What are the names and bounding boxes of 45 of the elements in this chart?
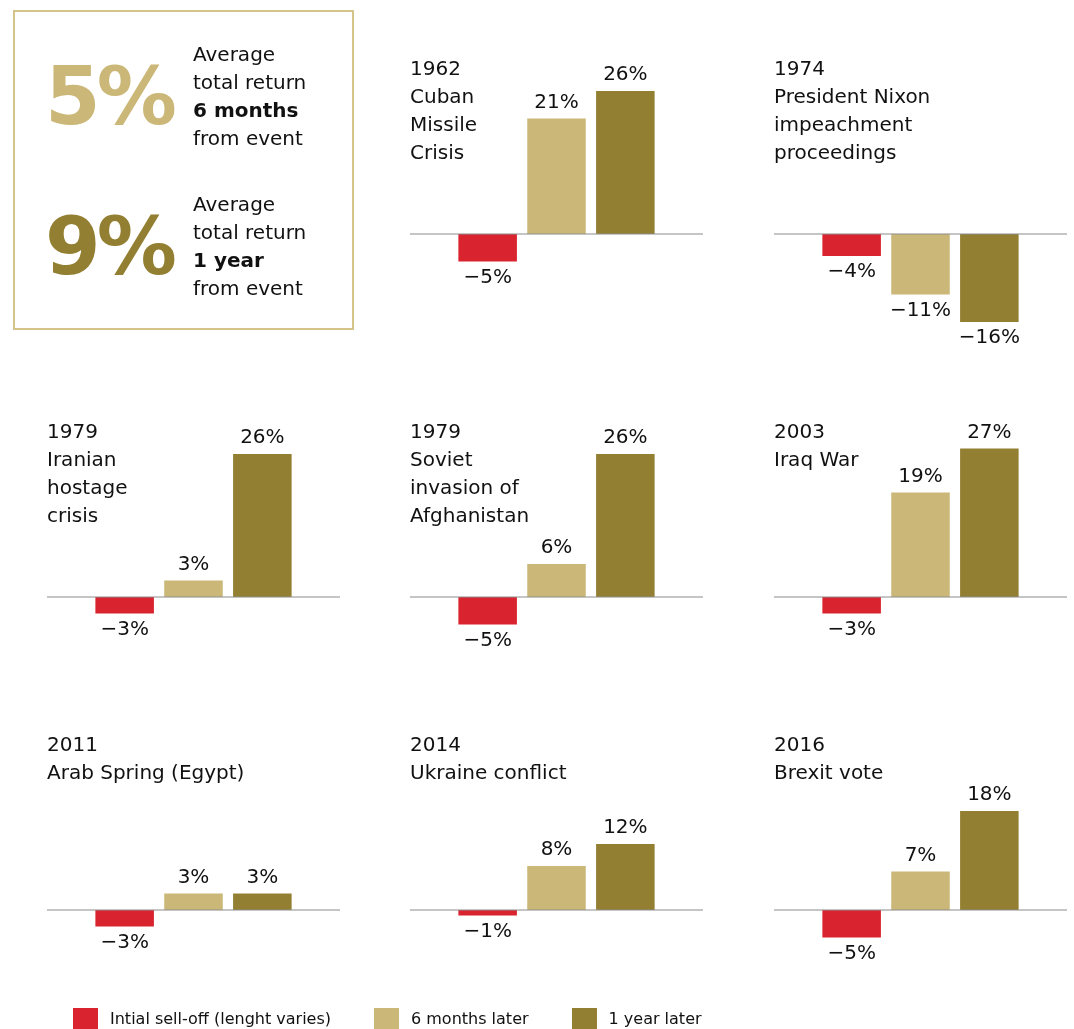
text: Average <box>193 41 277 68</box>
data-label: 7% <box>904 841 937 866</box>
data-label: 3% <box>177 550 210 575</box>
data-label: −1% <box>463 917 512 942</box>
text: from event <box>193 275 304 302</box>
chart-title: 2014 Ukraine conflict <box>410 731 567 786</box>
data-label: 8% <box>540 836 573 861</box>
legend-label: Intial sell-off (lenght varies) <box>109 1008 331 1029</box>
data-label: −3% <box>100 928 149 953</box>
data-label: −16% <box>958 324 1020 349</box>
legend-label: 1 year later <box>607 1008 702 1029</box>
text: 6 months <box>193 97 300 124</box>
data-label: −5% <box>463 263 512 288</box>
data-label: 26% <box>603 61 648 86</box>
text: total return <box>193 69 307 96</box>
chart-title: 1979 Iranian hostage crisis <box>47 418 128 529</box>
data-label: 27% <box>967 418 1012 443</box>
chart-title: 2011 Arab Spring (Egypt) <box>47 731 245 786</box>
data-label: −5% <box>463 626 512 651</box>
chart-title: 2003 Iraq War <box>774 418 859 473</box>
data-label: 18% <box>967 781 1012 806</box>
chart-title: 1962 Cuban Missile Crisis <box>410 55 478 166</box>
text: 5% <box>45 49 175 143</box>
data-label: 26% <box>240 424 285 449</box>
text: 1 year <box>193 247 265 274</box>
chart-title: 2016 Brexit vote <box>774 731 884 786</box>
data-label: −11% <box>889 296 952 321</box>
data-label: 21% <box>534 88 579 113</box>
data-label: 12% <box>603 814 648 839</box>
data-label: 26% <box>603 424 648 449</box>
legend-label: 6 months later <box>410 1008 529 1029</box>
text: from event <box>193 125 304 152</box>
data-label: 19% <box>898 462 943 487</box>
chart-title: 1974 President Nixon impeachment proceedings <box>774 55 931 166</box>
text: 9% <box>45 199 175 293</box>
data-label: −3% <box>827 615 876 640</box>
data-label: −4% <box>827 258 876 283</box>
data-label: 6% <box>540 534 573 559</box>
data-label: −3% <box>100 615 149 640</box>
data-label: 3% <box>246 863 279 888</box>
chart-title: 1979 Soviet invasion of Afghanistan <box>410 418 530 529</box>
text: total return <box>193 219 307 246</box>
data-label: 3% <box>177 863 210 888</box>
data-label: −5% <box>827 939 876 964</box>
text: Average <box>193 191 277 218</box>
